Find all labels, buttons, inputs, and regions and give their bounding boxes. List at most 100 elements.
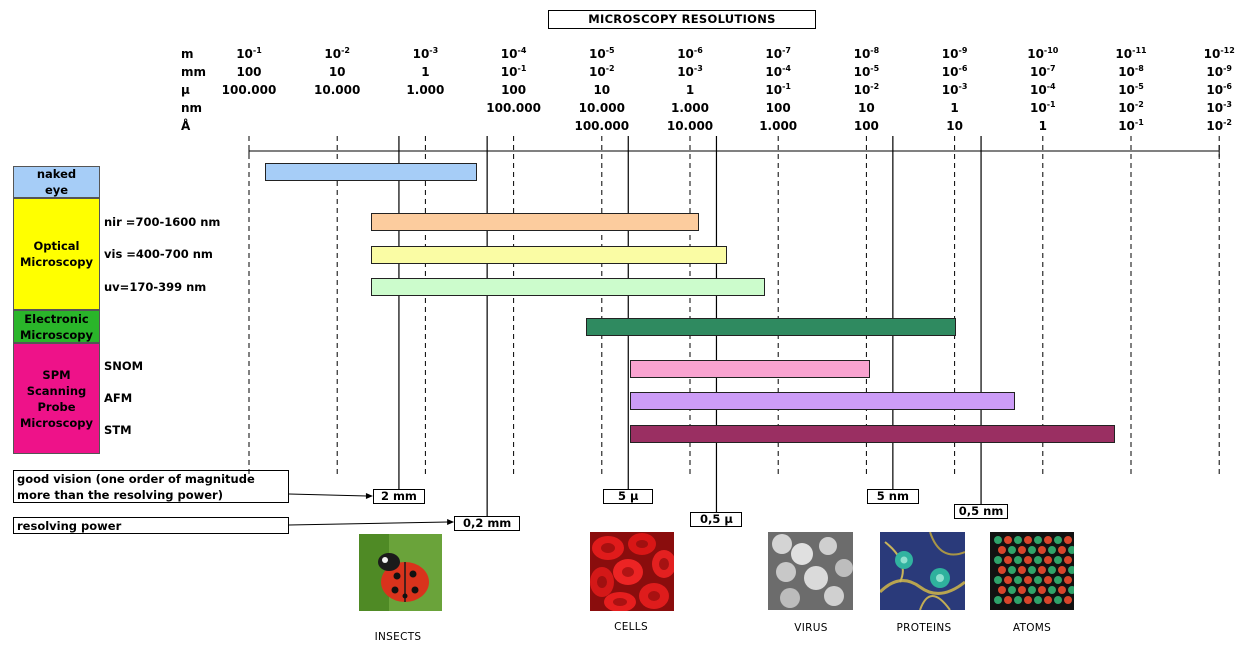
scale-value-base: 10 (593, 83, 611, 97)
scale-value-mm: 10-9 (1206, 65, 1232, 80)
scale-value-m: 10-7 (765, 47, 791, 62)
scale-value-mm: 10-2 (589, 64, 615, 80)
atom-dot (1014, 556, 1022, 564)
scale-value-mu: 10-3 (942, 83, 968, 98)
scale-value-a: 1 (1039, 119, 1047, 133)
cells-caption: CELLS (614, 621, 648, 633)
atom-dot (998, 546, 1006, 554)
scale-value-base: 10 (1030, 83, 1047, 97)
atom-dot (1024, 556, 1032, 564)
atom-dot (1058, 546, 1066, 554)
atom-dot (1004, 596, 1012, 604)
marker-label: 2 mm (372, 489, 425, 504)
atom-dot (1054, 536, 1062, 544)
atom-dot (1058, 566, 1066, 574)
scale-value-base: 10 (677, 65, 694, 79)
atom-dot (1004, 556, 1012, 564)
atom-dot (1008, 546, 1016, 554)
atom-dot (1044, 576, 1052, 584)
scale-value-base: 10 (1118, 83, 1135, 97)
atom-dot (1024, 596, 1032, 604)
atom-dot (998, 566, 1006, 574)
category-optical-microscopy: Optical Microscopy (13, 198, 100, 310)
category-spm-label: SPM Scanning Probe Microscopy (19, 367, 94, 430)
scale-value-mm: 10-8 (1118, 64, 1144, 80)
scale-value-a: 10.000 (667, 119, 713, 133)
range-bar-uv (370, 278, 765, 296)
atom-dot (1014, 596, 1022, 604)
scale-value-exponent: -6 (1223, 82, 1232, 91)
atom-dot (1014, 536, 1022, 544)
category-optical-label: Optical Microscopy (19, 239, 94, 269)
scale-value-base: 10.000 (666, 119, 714, 133)
row-label-afm: AFM (104, 391, 133, 405)
atom-dot (1028, 566, 1036, 574)
range-bar-naked-eye (264, 163, 477, 181)
atom-dot (1034, 556, 1042, 564)
atom-dot (1014, 576, 1022, 584)
scale-value-base: 10 (1206, 119, 1224, 133)
atom-dot (1038, 546, 1046, 554)
atom-dot (1004, 576, 1012, 584)
marker-label: 0,5 nm (954, 504, 1009, 519)
scale-value-base: 10 (589, 47, 606, 61)
atom-dot (1034, 536, 1042, 544)
scale-value-a: 10-2 (1206, 119, 1232, 134)
atom-dot (1018, 566, 1026, 574)
range-bar-vis (370, 246, 728, 264)
virus-image (768, 532, 853, 610)
atom-dot (1004, 536, 1012, 544)
scale-value-mu: 1 (686, 83, 694, 97)
scale-value-base: 10 (1115, 47, 1133, 61)
scale-value-nm: 1 (950, 101, 958, 115)
atom-dot (1034, 596, 1042, 604)
scale-value-base: 1.000 (406, 83, 445, 97)
scale-value-base: 10 (853, 47, 871, 61)
scale-value-mu: 10-4 (1030, 83, 1056, 98)
scale-value-mu: 100 (501, 83, 526, 97)
scale-value-exponent: -5 (870, 64, 880, 73)
scale-value-exponent: -1 (1134, 118, 1144, 127)
unit-label-mm: mm (181, 65, 207, 79)
atom-dot (1064, 596, 1072, 604)
scale-value-mu: 1.000 (406, 83, 444, 97)
atom-dot (1034, 576, 1042, 584)
scale-value-base: 10 (500, 47, 518, 61)
atom-dot (1028, 586, 1036, 594)
unit-label-m: m (181, 47, 194, 61)
atom-dot (1068, 566, 1074, 574)
good-vision-note: good vision (one order of magnitude more… (13, 470, 289, 503)
scale-value-exponent: -6 (693, 46, 703, 55)
range-bar-snom (630, 360, 870, 378)
atom-dot (1038, 586, 1046, 594)
category-naked-eye: naked eye (13, 166, 100, 198)
scale-value-mm: 1 (421, 65, 429, 79)
atom-dot (1064, 556, 1072, 564)
atom-dot (1018, 586, 1026, 594)
resolving-power-arrow-head (447, 519, 455, 525)
scale-value-mm: 10 (329, 65, 346, 79)
scale-value-mu: 10-1 (765, 83, 791, 98)
virus-caption: VIRUS (794, 622, 828, 634)
scale-value-mu: 10-5 (1118, 83, 1144, 98)
scale-value-base: 100.000 (486, 101, 541, 115)
resolving-power-arrow (288, 521, 449, 526)
scale-value-exponent: -1 (252, 46, 262, 55)
scale-value-base: 100 (501, 83, 527, 97)
marker-label: 0,5 μ (690, 512, 743, 527)
scale-value-base: 10 (853, 83, 871, 97)
scale-value-mm: 100 (236, 65, 261, 79)
atom-dot (1048, 566, 1056, 574)
scale-value-base: 10 (1206, 83, 1224, 97)
scale-value-nm: 10.000 (579, 101, 625, 115)
scale-value-base: 1 (950, 101, 959, 115)
proteins-image (880, 532, 965, 610)
scale-value-exponent: -8 (1134, 64, 1144, 73)
scale-value-exponent: -2 (605, 64, 615, 73)
atom-dot (1054, 576, 1062, 584)
scale-value-m: 10-11 (1115, 47, 1146, 62)
atom-dot (1024, 536, 1032, 544)
scale-value-base: 10 (853, 65, 871, 79)
atom-dot (1044, 556, 1052, 564)
